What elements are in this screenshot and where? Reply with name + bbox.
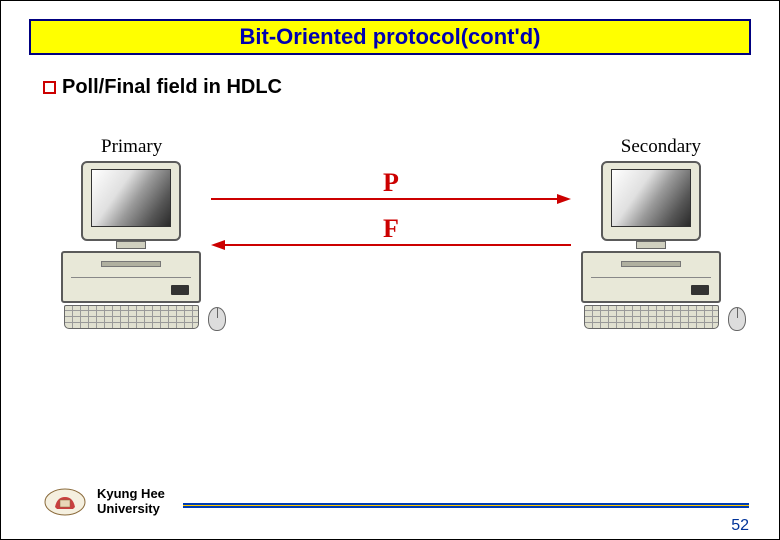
slide-title: Bit-Oriented protocol(cont'd) [240, 24, 541, 50]
hdlc-diagram: Primary Secondary P F [56, 136, 726, 376]
primary-computer-icon [56, 161, 206, 329]
secondary-label: Secondary [621, 136, 701, 158]
primary-label: Primary [101, 136, 162, 158]
secondary-computer-icon [576, 161, 726, 329]
poll-arrow-icon [211, 198, 571, 200]
subtitle-row: Poll/Final field in HDLC [43, 76, 282, 99]
subtitle-text: Poll/Final field in HDLC [62, 76, 282, 98]
university-logo-icon [43, 487, 87, 517]
bullet-icon [43, 81, 56, 94]
university-line2: University [97, 502, 165, 517]
university-line1: Kyung Hee [97, 487, 165, 502]
page-number: 52 [731, 517, 749, 535]
footer-divider [183, 503, 749, 508]
final-arrow-icon [211, 244, 571, 246]
footer: Kyung Hee University [43, 487, 749, 517]
title-bar: Bit-Oriented protocol(cont'd) [29, 19, 751, 55]
university-name: Kyung Hee University [97, 487, 165, 517]
